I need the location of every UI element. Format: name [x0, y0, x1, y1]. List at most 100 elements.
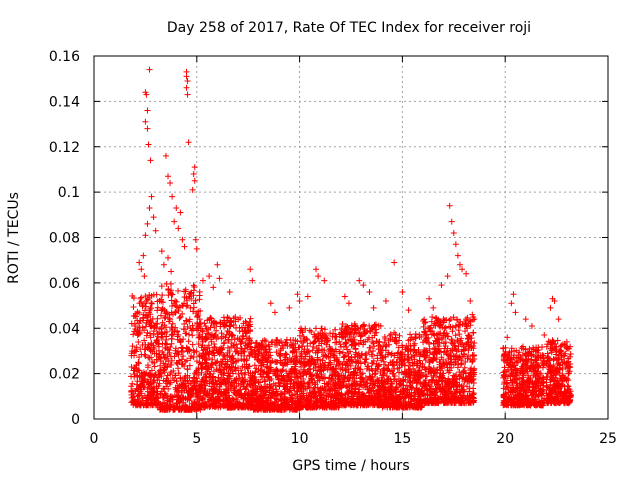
data-point [213, 366, 220, 373]
data-point [272, 382, 279, 389]
data-point [243, 320, 250, 327]
data-point [178, 347, 185, 354]
data-point [192, 377, 199, 384]
data-point [190, 326, 197, 333]
data-point [189, 403, 196, 410]
data-point [133, 386, 140, 393]
data-point [233, 396, 240, 403]
data-point [247, 323, 254, 330]
data-point [164, 397, 171, 404]
data-point [210, 402, 217, 409]
data-point [180, 353, 187, 360]
data-point [198, 385, 205, 392]
data-point [186, 406, 193, 413]
data-point [159, 402, 166, 409]
data-point [161, 406, 168, 413]
data-point [210, 349, 217, 356]
data-point [216, 388, 223, 395]
data-point [176, 396, 183, 403]
data-point [184, 348, 191, 355]
data-point [190, 354, 197, 361]
data-point [168, 393, 175, 400]
data-point [196, 316, 203, 323]
data-point [232, 377, 239, 384]
data-point [192, 386, 199, 393]
data-point [242, 340, 249, 347]
data-point [218, 379, 225, 386]
data-point [167, 344, 174, 351]
data-point [139, 398, 146, 405]
data-point [209, 350, 216, 357]
data-point [128, 389, 135, 396]
data-point [147, 391, 154, 398]
data-point [148, 384, 155, 391]
data-point [131, 347, 138, 354]
data-point [246, 353, 253, 360]
data-point [154, 394, 161, 401]
data-point [238, 339, 245, 346]
data-point [221, 364, 228, 371]
data-point [231, 389, 237, 396]
data-point [239, 403, 246, 410]
chart-title: Day 258 of 2017, Rate Of TEC Index for r… [167, 20, 531, 36]
data-point [137, 295, 144, 302]
data-point [170, 367, 177, 374]
data-point [221, 353, 228, 360]
data-point [141, 327, 148, 334]
data-point [241, 383, 248, 390]
data-point [241, 345, 248, 352]
data-point [181, 401, 188, 408]
data-point [236, 375, 243, 382]
data-point [208, 394, 215, 401]
data-point [165, 286, 172, 293]
data-point [342, 340, 349, 347]
data-point [177, 313, 184, 320]
data-point [206, 404, 213, 411]
data-point [138, 390, 145, 397]
data-point [189, 322, 196, 329]
data-point [251, 362, 258, 369]
data-point [209, 356, 216, 363]
data-point [273, 349, 280, 356]
data-point [201, 353, 208, 360]
data-point [189, 341, 196, 348]
data-point [151, 363, 158, 370]
data-point [238, 370, 245, 377]
data-point [185, 393, 192, 400]
data-point [159, 292, 166, 299]
data-point [226, 353, 233, 360]
data-point [231, 345, 238, 352]
data-point [166, 349, 173, 356]
data-point [212, 360, 219, 367]
data-point [235, 370, 242, 377]
data-point [245, 327, 252, 334]
data-point [245, 404, 252, 411]
data-point [199, 365, 206, 372]
data-point [150, 331, 157, 338]
data-point [221, 339, 228, 346]
data-point [220, 392, 227, 399]
data-point [201, 320, 208, 327]
data-point [164, 404, 171, 411]
data-point [207, 314, 214, 321]
data-point [225, 369, 232, 376]
data-point [195, 325, 202, 332]
data-point [200, 347, 207, 354]
data-point [159, 340, 166, 347]
data-point [158, 283, 165, 290]
data-point [200, 395, 207, 402]
data-point [198, 361, 205, 368]
data-point [130, 295, 137, 302]
data-point [141, 307, 148, 314]
data-point [241, 364, 248, 371]
data-point [199, 350, 206, 357]
data-point [230, 355, 237, 362]
data-point [199, 328, 206, 335]
data-point [429, 313, 436, 320]
data-point [168, 309, 175, 316]
data-point [224, 328, 231, 335]
data-point [211, 385, 218, 392]
data-point [244, 381, 251, 388]
data-point [152, 371, 159, 378]
data-point [339, 349, 346, 356]
